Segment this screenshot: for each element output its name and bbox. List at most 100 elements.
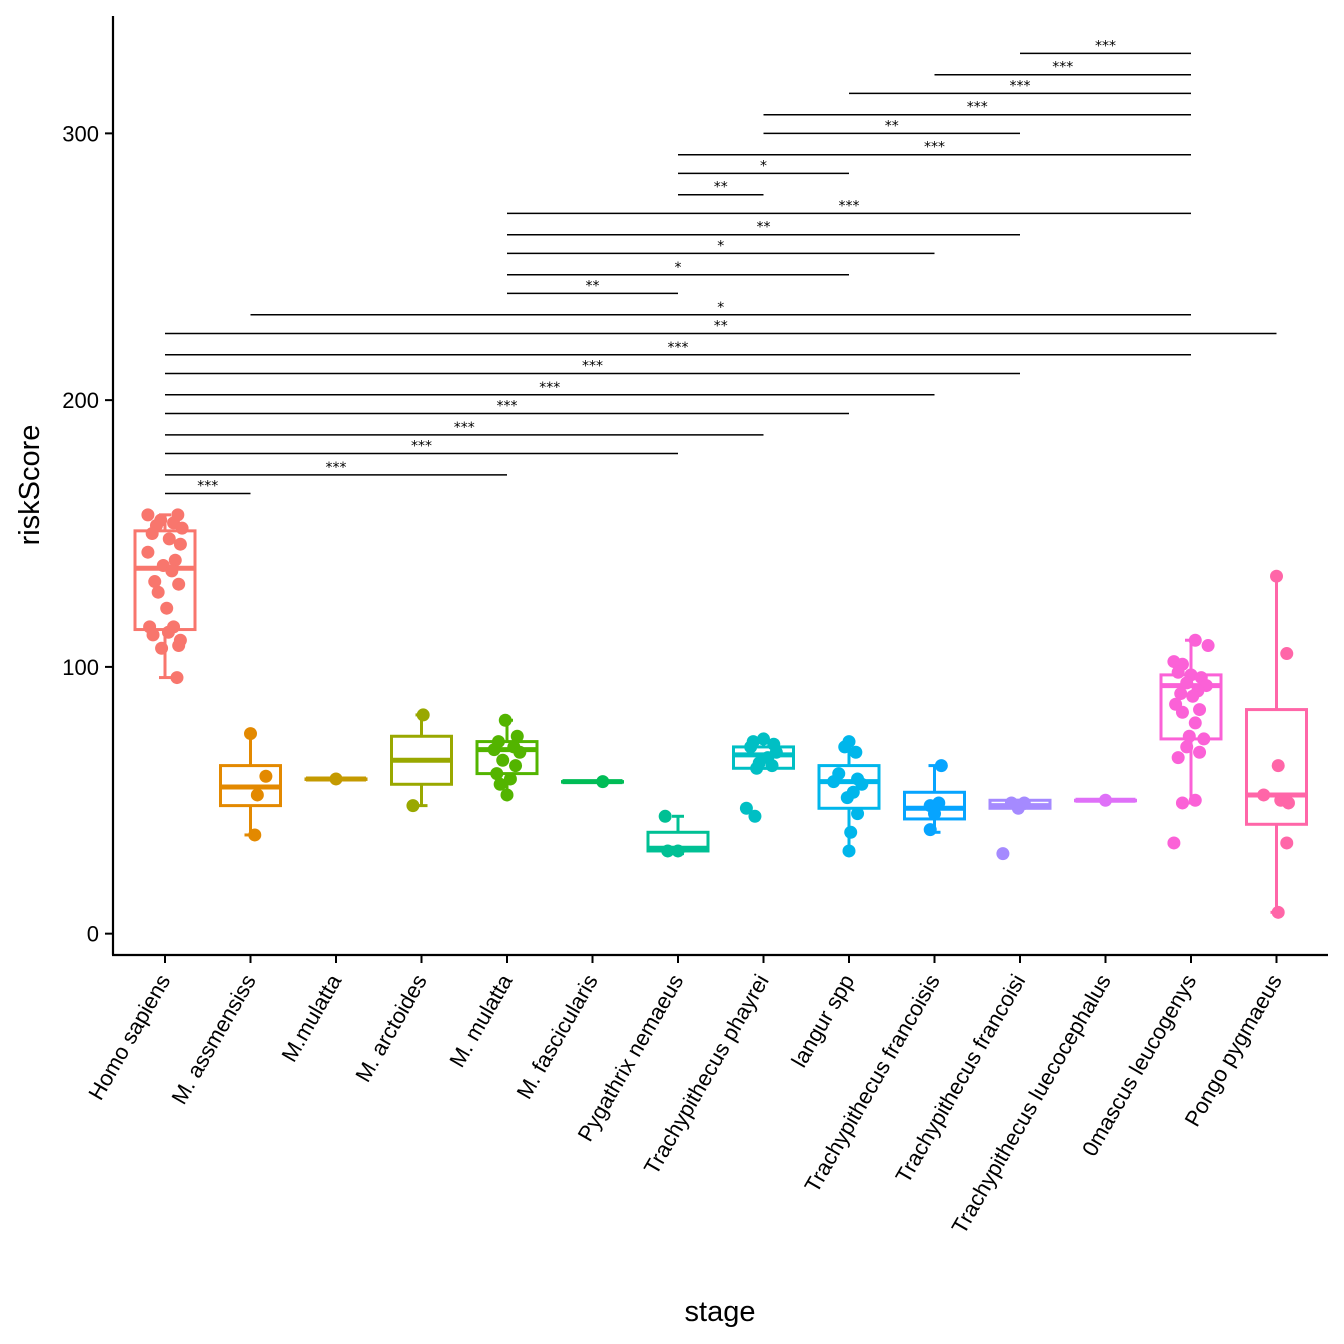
- comparison-9-13: ***: [849, 78, 1191, 94]
- data-point: [175, 521, 189, 535]
- data-point: [842, 844, 856, 858]
- x-tick-label-m-mulatta: M. mulatta: [444, 969, 517, 1071]
- y-tick-label: 200: [62, 388, 99, 413]
- data-point: [744, 740, 758, 754]
- x-tick-label-m-arctoides: M. arctoides: [350, 970, 432, 1086]
- data-point: [840, 791, 854, 805]
- data-point: [244, 727, 257, 741]
- data-point: [1180, 740, 1194, 754]
- data-point: [838, 740, 852, 754]
- data-point: [416, 708, 430, 722]
- comparison-label: ***: [1052, 60, 1073, 76]
- data-point: [155, 641, 169, 655]
- data-point: [1271, 905, 1285, 919]
- comparison-1-13: ***: [165, 340, 1191, 356]
- comparison-label: ***: [539, 380, 560, 396]
- comparison-8-13: ***: [763, 100, 1191, 116]
- y-axis-title: riskScore: [14, 425, 46, 546]
- data-point: [1257, 788, 1271, 802]
- data-point: [1180, 676, 1194, 690]
- comparison-label: ***: [1095, 38, 1116, 54]
- comparison-label: ***: [497, 398, 518, 414]
- comparison-label: **: [757, 220, 771, 236]
- points-layer: [141, 508, 1295, 919]
- comparison-label: *: [717, 238, 724, 254]
- comparison-label: ***: [839, 198, 860, 214]
- data-point: [487, 743, 501, 757]
- data-point: [757, 732, 770, 746]
- data-point: [510, 729, 524, 743]
- comparison-5-7: **: [507, 278, 678, 294]
- data-point: [1182, 729, 1196, 743]
- data-point: [509, 759, 523, 773]
- data-point: [1188, 633, 1202, 647]
- y-tick-label: 0: [87, 922, 99, 947]
- x-tick-label-m-fascicularis: M. fascicularis: [511, 970, 602, 1103]
- data-point: [1174, 687, 1188, 701]
- data-point: [844, 825, 858, 839]
- y-tick-label: 300: [62, 121, 99, 146]
- comparison-label: *: [760, 158, 767, 174]
- comparison-7-8: **: [678, 180, 764, 196]
- data-point: [1011, 801, 1025, 815]
- comparison-8-11: **: [763, 118, 1020, 134]
- data-point: [1167, 836, 1181, 850]
- comparison-label: ***: [197, 479, 218, 495]
- data-point: [493, 777, 507, 791]
- data-point: [172, 639, 186, 653]
- comparison-label: ***: [411, 438, 432, 454]
- comparison-1-10: ***: [165, 380, 935, 396]
- comparison-label: ***: [924, 140, 945, 156]
- data-point: [1271, 759, 1285, 773]
- data-point: [750, 761, 764, 775]
- comparison-10-13: ***: [934, 60, 1191, 76]
- comparison-1-7: ***: [165, 438, 678, 454]
- data-point: [1188, 793, 1202, 807]
- comparison-2-13: *: [250, 300, 1191, 316]
- data-point: [145, 527, 159, 541]
- data-point: [661, 844, 675, 858]
- data-point: [1193, 703, 1207, 717]
- data-point: [1171, 665, 1185, 679]
- data-point: [855, 777, 869, 791]
- comparison-1-8: ***: [165, 420, 764, 436]
- data-point: [1175, 705, 1189, 719]
- data-point: [490, 767, 504, 781]
- comparison-7-9: *: [678, 158, 849, 174]
- comparison-5-11: **: [507, 220, 1020, 236]
- comparison-label: *: [675, 260, 682, 276]
- data-point: [141, 508, 155, 522]
- data-point: [1186, 689, 1200, 703]
- data-point: [151, 585, 165, 599]
- x-tick-label-m-assmensiss: M. assmensiss: [166, 970, 260, 1108]
- data-point: [173, 537, 187, 551]
- comparison-label: ***: [326, 460, 347, 476]
- comparison-1-2: ***: [165, 479, 251, 495]
- data-point: [923, 823, 937, 837]
- data-point: [170, 671, 184, 685]
- data-point: [168, 553, 182, 567]
- data-point: [1188, 716, 1202, 730]
- comparison-1-5: ***: [165, 460, 507, 476]
- comparison-label: **: [714, 318, 728, 334]
- data-point: [1201, 639, 1215, 653]
- comparison-1-11: ***: [165, 358, 1020, 374]
- comparison-5-13: ***: [507, 198, 1191, 214]
- data-point: [851, 807, 865, 821]
- data-point: [1193, 745, 1207, 759]
- comparison-label: ***: [454, 420, 475, 436]
- data-point: [934, 759, 948, 773]
- data-point: [160, 601, 174, 615]
- comparison-label: **: [714, 180, 728, 196]
- data-point: [161, 625, 175, 639]
- x-tick-label-m-mulatta: M.mulatta: [276, 969, 346, 1066]
- data-point: [406, 799, 420, 813]
- data-point: [141, 545, 155, 559]
- box-m-arctoides: [390, 713, 453, 808]
- x-axis-title: stage: [685, 1296, 756, 1328]
- data-point: [259, 769, 273, 783]
- comparison-label: ***: [967, 100, 988, 116]
- comparison-label: ***: [582, 358, 603, 374]
- data-point: [248, 828, 262, 842]
